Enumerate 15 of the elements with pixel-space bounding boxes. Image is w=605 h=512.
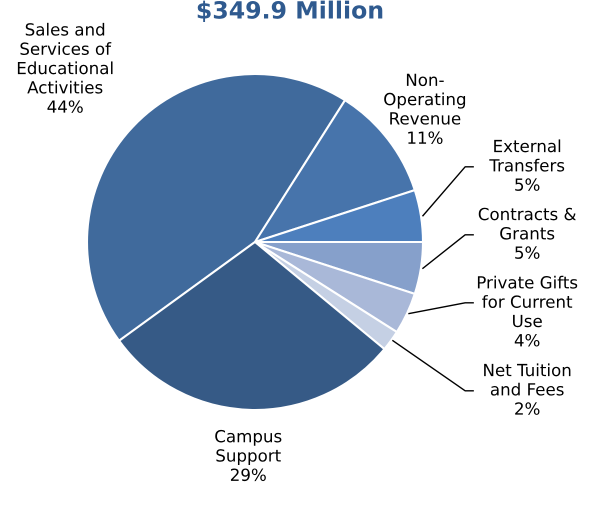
chart-title: $349.9 Million bbox=[198, 0, 382, 22]
slice-label: Non- Operating Revenue bbox=[384, 74, 466, 125]
data-label: 5% bbox=[515, 246, 540, 259]
data-label: 29% bbox=[230, 468, 266, 482]
slice-label: Net Tuition and Fees bbox=[484, 363, 570, 396]
data-label: 4% bbox=[514, 334, 540, 347]
slice-label: Private Gifts for Current Use bbox=[478, 276, 578, 328]
data-label: 44% bbox=[47, 100, 83, 113]
data-label: 2% bbox=[515, 402, 540, 415]
data-label: 11% bbox=[408, 131, 443, 144]
slice-label: External Transfers bbox=[489, 139, 564, 172]
slice-label: Contracts & Grants bbox=[478, 208, 576, 240]
data-label: 5% bbox=[515, 178, 540, 191]
slice-label: Campus Support bbox=[215, 430, 282, 465]
slice-label: Sales and Services of Educational Activities bbox=[18, 22, 113, 94]
